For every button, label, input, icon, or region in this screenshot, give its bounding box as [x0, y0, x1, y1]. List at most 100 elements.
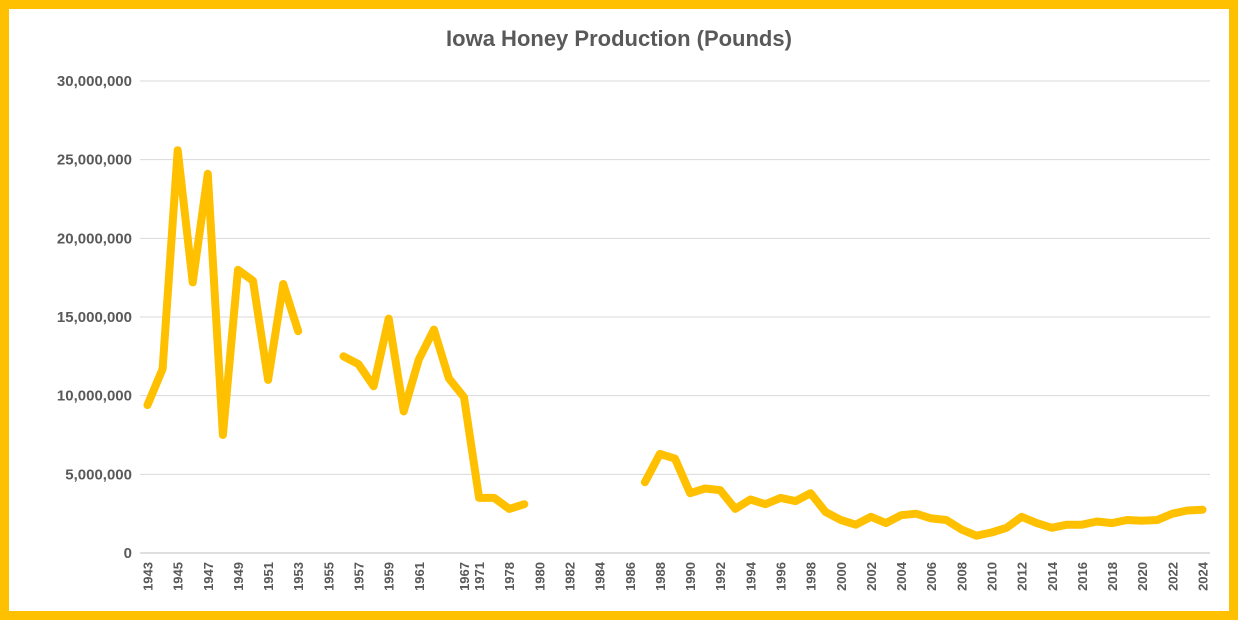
x-tick-label: 2022	[1165, 562, 1180, 591]
data-point	[1005, 526, 1008, 529]
data-point	[930, 517, 933, 520]
x-tick-label: 2018	[1105, 562, 1120, 591]
x-tick-label: 2024	[1195, 561, 1210, 591]
data-point	[417, 358, 420, 361]
x-tick-label: 1949	[231, 562, 246, 591]
data-point	[794, 500, 797, 503]
x-tick-label: 2020	[1135, 562, 1150, 591]
data-point	[1141, 519, 1144, 522]
data-point	[915, 512, 918, 515]
y-tick-label: 15,000,000	[57, 309, 132, 326]
series-line-segment	[339, 314, 529, 513]
y-tick-label: 25,000,000	[57, 152, 132, 169]
data-point	[764, 503, 767, 506]
chart-title: Iowa Honey Production (Pounds)	[446, 26, 792, 51]
x-tick-label: 1980	[532, 562, 547, 591]
x-tick-label: 1951	[261, 562, 276, 591]
x-tick-label: 1953	[291, 562, 306, 591]
x-tick-label: 1982	[563, 562, 578, 591]
data-point	[960, 528, 963, 531]
x-tick-label: 1986	[623, 562, 638, 591]
data-point	[1035, 522, 1038, 525]
data-point	[1050, 526, 1053, 529]
series-line-segment	[143, 146, 303, 439]
data-point	[1201, 508, 1204, 511]
x-tick-label: 1943	[141, 562, 156, 591]
data-point	[1096, 520, 1098, 523]
data-point	[176, 149, 179, 152]
x-tick-label: 2006	[924, 562, 939, 591]
x-tick-label: 1947	[201, 562, 216, 591]
gridlines	[140, 80, 1210, 554]
data-point	[643, 481, 646, 484]
y-tick-label: 20,000,000	[57, 230, 132, 247]
data-point	[206, 172, 209, 175]
data-point	[237, 268, 239, 271]
x-tick-label: 2004	[894, 561, 909, 591]
data-point	[432, 328, 435, 331]
data-point	[990, 531, 993, 534]
data-point	[779, 496, 782, 499]
data-point	[1111, 522, 1113, 525]
data-point	[342, 355, 345, 358]
y-tick-label: 30,000,000	[57, 73, 132, 90]
x-tick-label: 1988	[653, 562, 668, 591]
data-point	[161, 367, 164, 370]
data-point	[809, 492, 812, 495]
x-tick-label: 1996	[773, 562, 788, 591]
y-tick-label: 10,000,000	[57, 388, 132, 405]
x-tick-label: 1957	[352, 562, 367, 591]
data-point	[734, 507, 737, 510]
data-point	[719, 489, 722, 492]
x-axis-tick-labels: 1943 1945 1947 1949 1951 1953 1955 1957 1959 1961…	[141, 561, 1211, 591]
x-tick-label: 2000	[834, 562, 849, 591]
x-tick-label: 1959	[382, 562, 397, 591]
data-point	[267, 378, 270, 381]
data-point	[674, 457, 676, 460]
data-point	[146, 404, 149, 407]
data-point	[282, 283, 285, 285]
data-point	[1065, 523, 1068, 526]
data-point	[523, 503, 526, 506]
data-point	[689, 492, 692, 495]
data-point	[402, 410, 405, 413]
x-tick-label: 1992	[713, 562, 728, 591]
data-point	[221, 434, 224, 436]
x-tick-label: 2002	[864, 562, 879, 591]
data-point	[463, 396, 465, 399]
data-point	[1156, 519, 1159, 521]
x-tick-label: 1961	[412, 562, 427, 591]
data-point	[869, 515, 872, 518]
y-axis-tick-labels: 0 5,000,000 10,000,000 15,000,000 20,000,000…	[57, 73, 132, 562]
data-point	[1020, 515, 1023, 518]
x-tick-label: 1984	[593, 561, 608, 591]
data-point	[508, 507, 511, 510]
data-point	[447, 377, 450, 380]
x-tick-label: 1990	[683, 562, 698, 591]
data-point	[493, 496, 496, 499]
x-tick-label: 1994	[743, 561, 758, 591]
data-point	[839, 519, 842, 521]
y-tick-label: 0	[124, 545, 132, 562]
data-point	[704, 487, 707, 490]
x-tick-label: 2014	[1045, 561, 1060, 591]
data-point	[900, 514, 903, 517]
data-point	[1171, 512, 1174, 515]
data-point	[1080, 523, 1083, 526]
data-point	[1126, 519, 1129, 521]
x-tick-label: 1971	[472, 562, 487, 591]
data-point	[478, 496, 481, 499]
x-tick-label: 1945	[171, 562, 186, 591]
data-point	[252, 279, 254, 282]
x-tick-label: 1967	[457, 562, 472, 591]
data-point	[749, 498, 752, 501]
x-tick-label: 1955	[321, 562, 336, 591]
data-point	[975, 534, 978, 537]
data-point	[387, 317, 390, 320]
y-tick-label: 5,000,000	[65, 466, 132, 483]
x-tick-label: 2016	[1075, 562, 1090, 591]
x-tick-label: 2010	[984, 562, 999, 591]
x-tick-label: 1978	[502, 562, 517, 591]
